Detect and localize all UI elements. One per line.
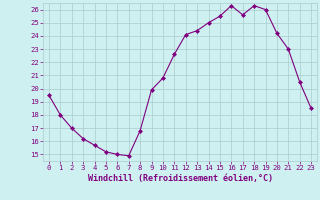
X-axis label: Windchill (Refroidissement éolien,°C): Windchill (Refroidissement éolien,°C) (87, 174, 273, 183)
